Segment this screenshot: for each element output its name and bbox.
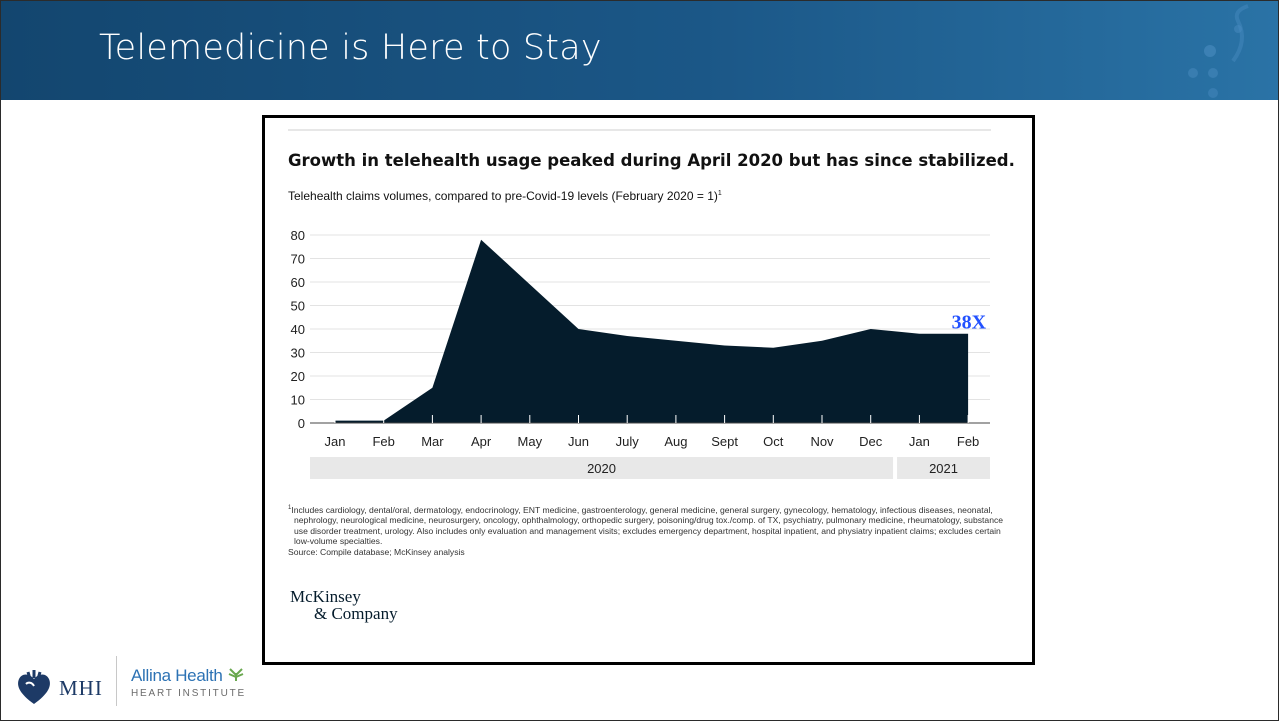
- allina-logo-name-text: Allina Health: [131, 666, 223, 685]
- year-band-label: 2020: [587, 461, 616, 476]
- allina-logo: Allina Health HEART INSTITUTE: [131, 666, 261, 699]
- telehealth-area: [335, 239, 969, 423]
- x-tick-label: Dec: [859, 434, 883, 449]
- mhi-logo-text: MHI: [59, 676, 103, 700]
- x-tick-label: Jun: [568, 434, 589, 449]
- y-tick-label: 0: [298, 416, 305, 431]
- x-tick-label: Apr: [471, 434, 492, 449]
- footnote-text: 1Includes cardiology, dental/oral, derma…: [288, 503, 1008, 547]
- leaf-icon: [228, 668, 244, 681]
- mckinsey-logo-line1: McKinsey: [290, 587, 361, 606]
- chart-frame: Growth in telehealth usage peaked during…: [262, 115, 1035, 665]
- footnote-mark: 1: [288, 505, 292, 511]
- x-tick-label: Mar: [421, 434, 444, 449]
- y-tick-label: 20: [291, 369, 305, 384]
- heart-icon: [18, 670, 50, 704]
- y-tick-label: 70: [291, 252, 305, 267]
- end-value-annotation: 38X: [952, 312, 987, 334]
- chart-title: Growth in telehealth usage peaked during…: [288, 151, 1015, 170]
- y-tick-label: 60: [291, 275, 305, 290]
- slide-header: Telemedicine is Here to Stay: [1, 1, 1278, 100]
- x-tick-label: Feb: [372, 434, 394, 449]
- source-note: Source: Compile database; McKinsey analy…: [288, 546, 465, 557]
- logo-divider: [116, 656, 117, 706]
- footnote-body: Includes cardiology, dental/oral, dermat…: [291, 504, 1004, 547]
- year-band: [310, 457, 894, 479]
- y-tick-label: 80: [291, 228, 305, 243]
- x-tick-label: Jan: [909, 434, 930, 449]
- mckinsey-logo-line2: & Company: [314, 604, 398, 623]
- x-tick-label: Jan: [325, 434, 346, 449]
- year-band: [897, 457, 990, 479]
- slide-title: Telemedicine is Here to Stay: [99, 28, 602, 68]
- chart-subtitle-footnote-mark: 1: [718, 190, 722, 197]
- x-tick-label: Oct: [763, 434, 784, 449]
- y-tick-label: 30: [291, 346, 305, 361]
- x-tick-label: May: [518, 434, 543, 449]
- decorative-dots-icon: [1188, 4, 1249, 98]
- footnote: 1Includes cardiology, dental/oral, derma…: [288, 503, 1008, 557]
- x-tick-label: Feb: [957, 434, 979, 449]
- x-tick-label: July: [616, 434, 640, 449]
- chart-subtitle: Telehealth claims volumes, compared to p…: [288, 189, 722, 203]
- x-tick-label: Aug: [664, 434, 687, 449]
- y-tick-label: 50: [291, 299, 305, 314]
- year-band-label: 2021: [929, 461, 958, 476]
- allina-logo-name: Allina Health: [131, 666, 261, 686]
- mckinsey-logo: McKinsey & Company: [290, 588, 398, 622]
- x-tick-label: Sept: [711, 434, 738, 449]
- allina-logo-subtitle: HEART INSTITUTE: [131, 688, 246, 699]
- x-tick-label: Nov: [810, 434, 834, 449]
- telehealth-chart: Growth in telehealth usage peaked during…: [288, 129, 1015, 479]
- y-tick-label: 10: [291, 393, 305, 408]
- y-tick-label: 40: [291, 322, 305, 337]
